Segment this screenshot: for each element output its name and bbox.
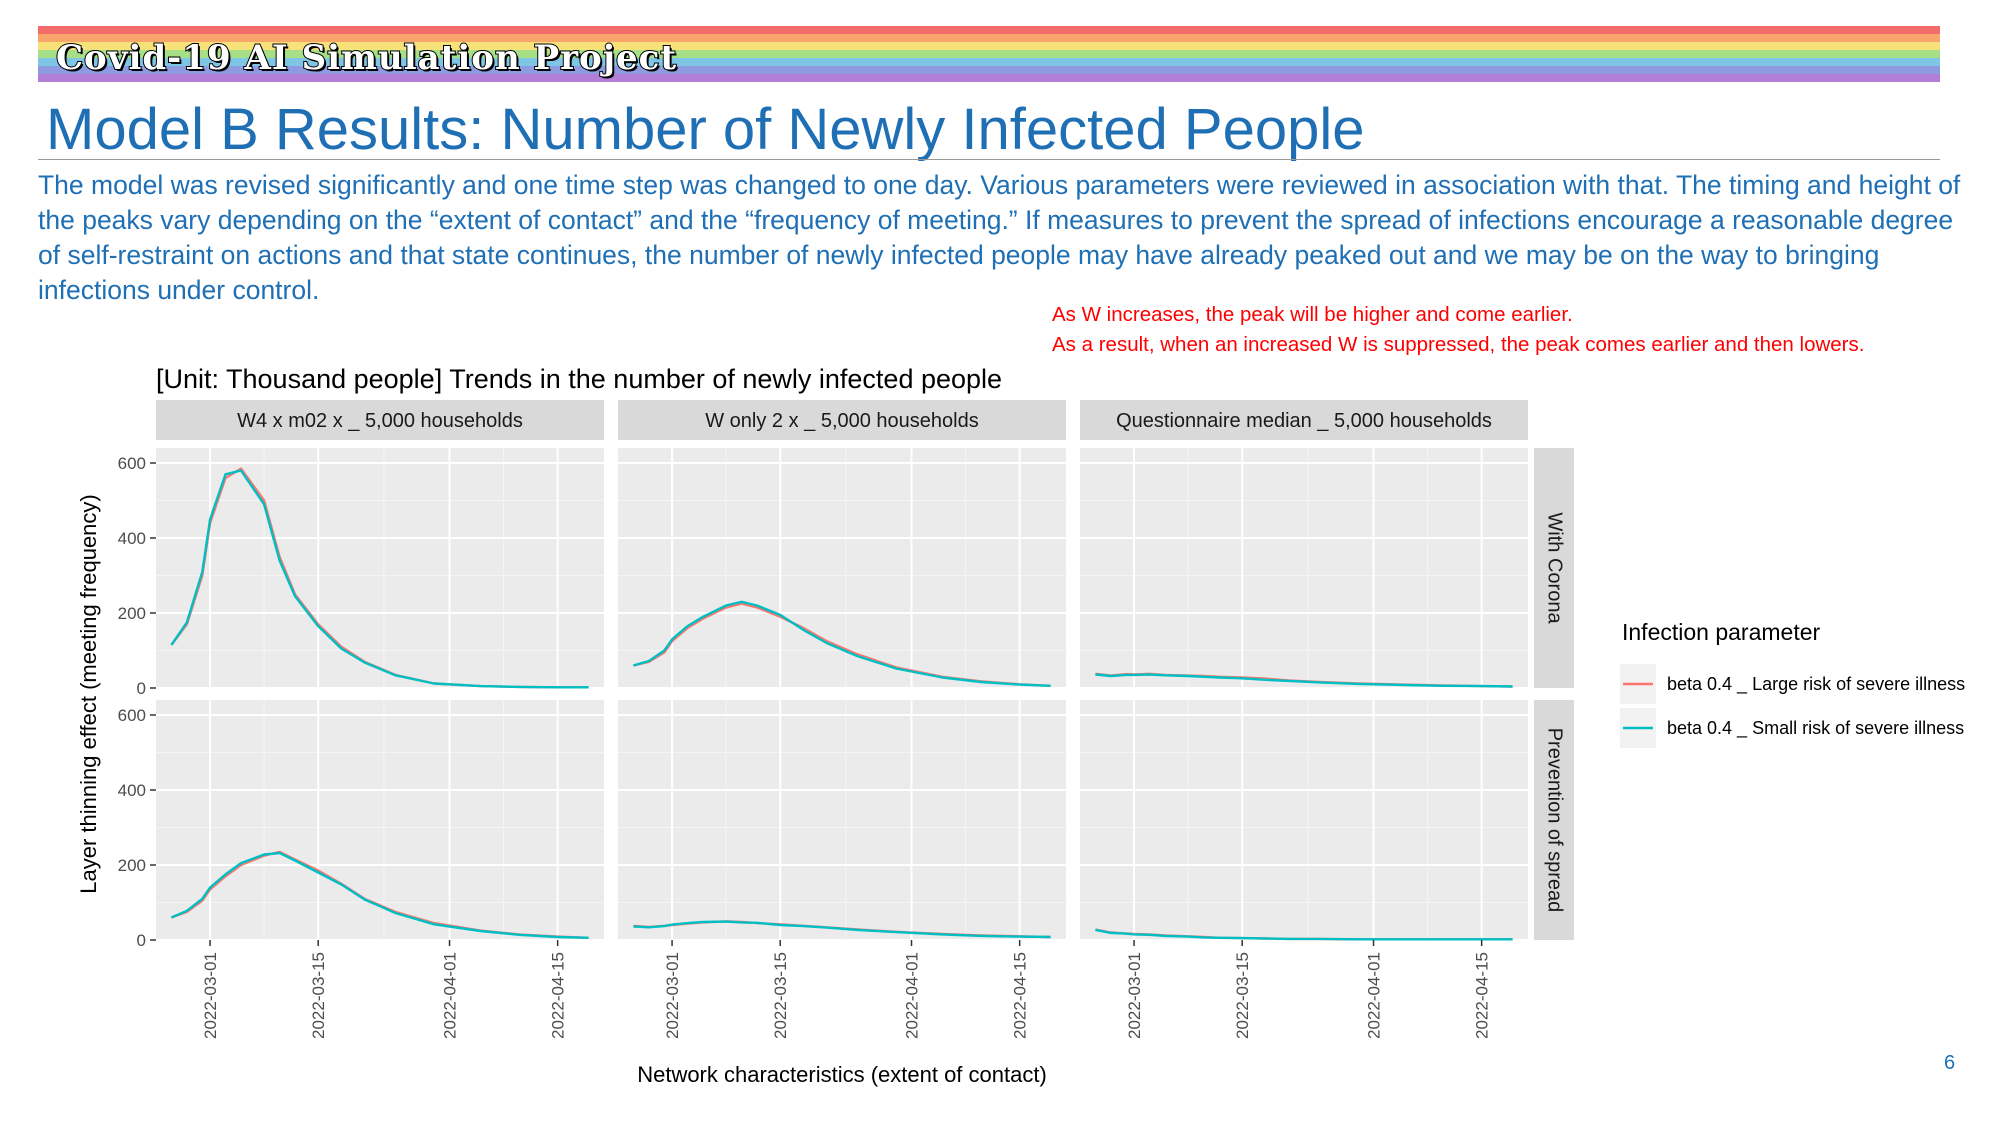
- y-tick-label: 600: [118, 454, 146, 473]
- y-tick-label: 0: [137, 679, 146, 698]
- x-tick-label: 2022-03-15: [1233, 952, 1252, 1039]
- panel-background: [618, 448, 1066, 688]
- series-line: [633, 600, 1051, 687]
- x-tick-label: 2022-03-15: [309, 952, 328, 1039]
- banner-stripe: [38, 74, 1940, 82]
- x-tick-label: 2022-04-01: [903, 952, 922, 1039]
- y-axis-title: Layer thinning effect (meeting frequency…: [76, 494, 101, 894]
- legend-title: Infection parameter: [1622, 619, 1821, 645]
- x-tick-label: 2022-04-15: [1473, 952, 1492, 1039]
- y-tick-label: 0: [137, 931, 146, 950]
- x-tick-label: 2022-03-01: [1125, 952, 1144, 1039]
- facet-strip-column: [156, 400, 604, 440]
- banner-stripe: [38, 58, 1940, 66]
- facet-column-label: Questionnaire median _ 5,000 households: [1116, 410, 1492, 432]
- chart-title: [Unit: Thousand people] Trends in the nu…: [156, 364, 1003, 394]
- y-tick-label: 400: [118, 529, 146, 548]
- banner-stripe: [38, 50, 1940, 58]
- legend-label: beta 0.4 _ Large risk of severe illness: [1667, 674, 1965, 695]
- page-number: 6: [1944, 1052, 1956, 1074]
- facet-strip-column: [618, 400, 1066, 440]
- facet-strip-row: [1534, 448, 1574, 688]
- facet-strip-row: [1534, 700, 1574, 940]
- facet-row-label: Prevention of spread: [1544, 728, 1566, 913]
- page-title: Model B Results: Number of Newly Infecte…: [46, 97, 1365, 162]
- facet-column-label: W only 2 x _ 5,000 households: [705, 410, 979, 432]
- x-tick-label: 2022-03-01: [201, 952, 220, 1039]
- series-line: [1095, 673, 1513, 688]
- panel-background: [618, 700, 1066, 940]
- banner-stripe: [38, 34, 1940, 42]
- y-tick-label: 400: [118, 781, 146, 800]
- legend-label: beta 0.4 _ Small risk of severe illness: [1667, 718, 1964, 739]
- x-tick-label: 2022-03-01: [663, 952, 682, 1039]
- series-line: [1095, 928, 1513, 941]
- note-line-1: As W increases, the peak will be higher …: [1052, 303, 1573, 326]
- x-tick-label: 2022-04-15: [549, 952, 568, 1039]
- y-tick-label: 200: [118, 604, 146, 623]
- title-divider: [38, 159, 1940, 160]
- series-line: [170, 469, 589, 689]
- intro-paragraph: The model was revised significantly and …: [38, 170, 1961, 305]
- facet-strip-column: [1080, 400, 1528, 440]
- banner-stripe: [38, 42, 1940, 50]
- rainbow-stripes: [38, 26, 1940, 82]
- facet-row-label: With Corona: [1544, 512, 1566, 624]
- series-line: [170, 851, 589, 939]
- banner-title: Covid-19 AI Simulation Project: [55, 37, 678, 79]
- series-line: [633, 920, 1051, 939]
- x-tick-label: 2022-04-01: [1365, 952, 1384, 1039]
- panel-background: [156, 700, 604, 940]
- panel-background: [156, 448, 604, 688]
- x-tick-label: 2022-04-15: [1011, 952, 1030, 1039]
- y-tick-label: 600: [118, 706, 146, 725]
- note-line-2: As a result, when an increased W is supp…: [1052, 333, 1865, 356]
- panel-background: [1080, 700, 1528, 940]
- x-axis-title: Network characteristics (extent of conta…: [637, 1062, 1047, 1087]
- panel-background: [1080, 448, 1528, 688]
- header-banner: Covid-19 AI Simulation Project: [38, 26, 1940, 90]
- banner-stripe: [38, 26, 1940, 34]
- y-tick-label: 200: [118, 856, 146, 875]
- red-note: As W increases, the peak will be higher …: [1052, 300, 1864, 360]
- faceted-line-chart: W4 x m02 x _ 5,000 households W only 2 x …: [76, 400, 1965, 1087]
- x-tick-label: 2022-03-15: [771, 952, 790, 1039]
- facet-column-label: W4 x m02 x _ 5,000 households: [237, 410, 523, 432]
- banner-stripe: [38, 66, 1940, 74]
- x-tick-label: 2022-04-01: [441, 952, 460, 1039]
